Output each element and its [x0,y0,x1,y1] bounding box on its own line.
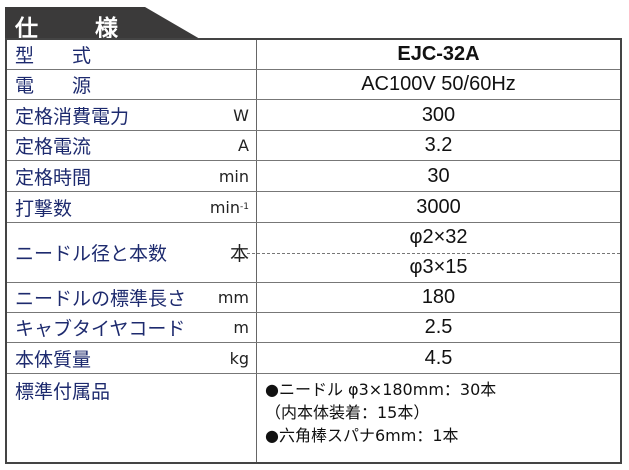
label: ニードル径と本数 [15,243,168,265]
value: 3.2 [424,134,453,156]
spec-row-blows: 打撃数 min -1 3000 [7,192,620,223]
unit: min -1 [209,197,249,217]
header-title-2: 様 [95,16,118,42]
accessory-list: ●ニードル φ3×180mm：30本 （内本体装着：15本） ●六角棒スパナ6m… [265,378,496,447]
value-2: φ3×15 [409,256,468,278]
spec-row-power: 定格消費電力 W 300 [7,100,620,131]
value: φ2×32 [409,226,468,248]
header-title-1: 仕 [15,16,38,42]
spec-row-model: 型 式 EJC-32A [7,40,620,70]
value: 2.5 [424,316,453,338]
spec-row-needles: ニードル径と本数 本 φ2×32 φ3×15 [7,223,620,283]
label: キャブタイヤコード [15,318,186,340]
spec-table: 型 式 EJC-32A 電 源 AC100V 50/60Hz 定格消費電力 W … [5,38,622,464]
accessory-item: ●六角棒スパナ6mm：1本 [265,426,459,445]
unit: kg [229,348,249,368]
accessory-item: （内本体装着：15本） [265,403,430,422]
unit: min [218,166,249,186]
unit: 本 [229,243,249,265]
unit: m [233,318,249,337]
label: 標準付属品 [15,381,111,403]
value: 4.5 [424,346,453,369]
section-header: 仕 様 [5,7,200,39]
spec-row-rated-time: 定格時間 min 30 [7,161,620,192]
unit: W [233,105,249,125]
label: 定格消費電力 [15,105,130,128]
label: 型 式 [15,45,92,67]
spec-row-needle-length: ニードルの標準長さ mm 180 [7,283,620,313]
column-divider [256,40,257,462]
label: 定格時間 [15,166,92,189]
unit: A [238,136,249,155]
label: 電 源 [15,75,92,97]
value: EJC-32A [397,43,480,65]
value: 180 [421,286,456,308]
spec-row-current: 定格電流 A 3.2 [7,131,620,161]
unit: mm [217,288,249,307]
label: ニードルの標準長さ [15,288,187,310]
label: 本体質量 [15,348,92,371]
value: 3000 [416,195,461,218]
label: 定格電流 [15,136,92,158]
dashed-divider [247,252,620,254]
spec-row-cord: キャブタイヤコード m 2.5 [7,313,620,343]
value: 300 [421,103,456,126]
spec-row-accessories: 標準付属品 ●ニードル φ3×180mm：30本 （内本体装着：15本） ●六角… [7,374,620,462]
accessory-item: ●ニードル φ3×180mm：30本 [265,380,497,399]
spec-row-weight: 本体質量 kg 4.5 [7,343,620,374]
label: 打撃数 [15,197,73,220]
value: AC100V 50/60Hz [361,73,516,95]
value: 30 [427,164,450,187]
spec-row-power-source: 電 源 AC100V 50/60Hz [7,70,620,100]
